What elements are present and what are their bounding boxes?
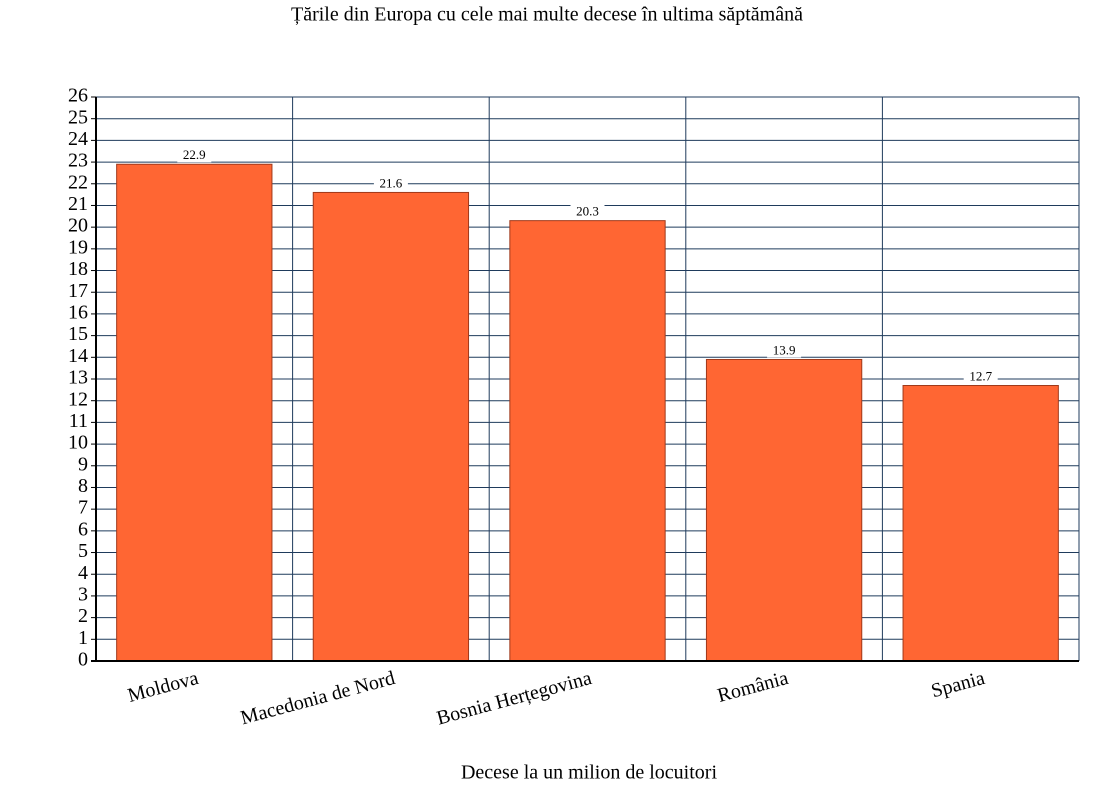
x-tick-label: Macedonia de Nord — [238, 667, 397, 729]
value-label: 13.9 — [773, 342, 796, 357]
value-label-box — [767, 343, 802, 358]
y-tick-label: 25 — [68, 106, 88, 128]
y-tick-label: 10 — [68, 432, 88, 454]
value-label: 12.7 — [969, 368, 992, 383]
y-tick-label: 17 — [68, 280, 88, 302]
x-tick-label: Bosnia Herțegovina — [434, 667, 594, 730]
x-axis-label: Decese la un milion de locuitori — [461, 762, 717, 784]
value-label-box — [373, 176, 408, 191]
y-tick-label: 1 — [78, 627, 88, 649]
y-tick-label: 4 — [78, 562, 88, 584]
bar — [902, 385, 1059, 662]
value-label: 20.3 — [576, 204, 599, 219]
y-tick-label: 12 — [68, 388, 88, 410]
y-tick-label: 16 — [68, 302, 88, 324]
y-tick-label: 20 — [68, 215, 88, 237]
bar — [705, 358, 863, 662]
y-tick-label: 19 — [68, 236, 88, 258]
y-tick-label: 24 — [68, 128, 88, 150]
value-label-box — [177, 148, 212, 163]
bar — [509, 220, 666, 662]
value-label: 21.6 — [380, 175, 403, 190]
y-tick-label: 14 — [68, 345, 88, 367]
x-tick-label: Moldova — [125, 667, 201, 707]
x-tick-label: România — [715, 667, 791, 707]
bar — [116, 163, 273, 662]
y-tick-label: 5 — [78, 540, 88, 562]
y-tick-label: 21 — [68, 193, 88, 215]
value-label-box — [963, 369, 998, 384]
bar — [312, 191, 470, 662]
y-tick-label: 26 — [68, 85, 88, 107]
value-label-box — [570, 204, 605, 219]
y-tick-label: 23 — [68, 150, 88, 172]
y-tick-label: 2 — [78, 605, 88, 627]
y-tick-label: 8 — [78, 475, 88, 497]
y-tick-label: 7 — [78, 497, 88, 519]
y-tick-label: 6 — [78, 518, 88, 540]
x-tick-label: Spania — [929, 667, 987, 702]
y-tick-label: 15 — [68, 323, 88, 345]
y-tick-label: 22 — [68, 171, 88, 193]
chart-title: Țările din Europa cu cele mai multe dece… — [291, 4, 803, 26]
y-tick-label: 9 — [78, 453, 88, 475]
y-tick-label: 13 — [68, 367, 88, 389]
y-tick-label: 11 — [69, 410, 88, 432]
value-label: 22.9 — [183, 147, 206, 162]
y-tick-label: 18 — [68, 258, 88, 280]
y-tick-label: 0 — [78, 649, 88, 671]
y-tick-label: 3 — [78, 584, 88, 606]
